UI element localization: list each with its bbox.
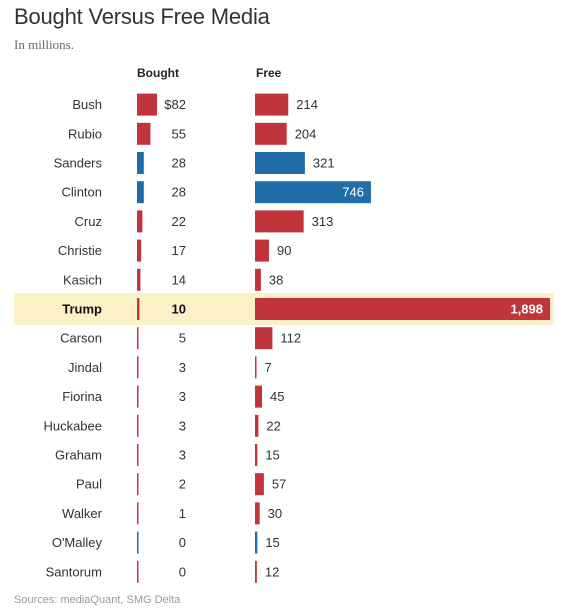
free-bar-graham (255, 444, 258, 466)
chart-title: Bought Versus Free Media (14, 4, 270, 29)
free-bar-jindal (255, 356, 257, 379)
bought-bar-o-malley (137, 531, 139, 554)
row-label-o-malley: O'Malley (52, 535, 103, 550)
bought-value-paul: 2 (179, 477, 186, 492)
free-value-graham: 15 (265, 448, 279, 463)
free-bar-kasich (255, 268, 261, 291)
free-bar-santorum (255, 560, 257, 583)
bought-bar-graham (137, 444, 139, 466)
bought-bar-huckabee (137, 414, 139, 437)
row-label-sanders: Sanders (54, 156, 103, 171)
bought-value-santorum: 0 (179, 564, 186, 579)
free-bar-fiorina (255, 385, 262, 408)
bought-value-trump: 10 (172, 302, 186, 317)
row-label-cruz: Cruz (75, 214, 102, 229)
free-bar-clinton (255, 181, 371, 204)
free-value-cruz: 313 (312, 214, 334, 229)
bought-bar-carson (137, 327, 139, 350)
row-label-huckabee: Huckabee (43, 418, 102, 433)
bought-bar-cruz (137, 210, 143, 233)
free-bar-rubio (255, 122, 287, 145)
row-label-trump: Trump (62, 302, 102, 317)
free-column-header: Free (256, 66, 282, 80)
bought-bar-trump (137, 298, 140, 320)
bought-value-kasich: 14 (172, 272, 186, 287)
free-value-jindal: 7 (265, 360, 272, 375)
bought-value-carson: 5 (179, 331, 186, 346)
bought-bar-bush (137, 93, 157, 116)
bought-value-walker: 1 (179, 506, 186, 521)
free-bar-carson (255, 327, 273, 350)
bought-bar-walker (137, 502, 139, 525)
free-bar-sanders (255, 152, 305, 174)
free-bar-christie (255, 239, 269, 262)
bought-value-bush: $82 (164, 97, 186, 112)
bought-value-o-malley: 0 (179, 535, 186, 550)
free-value-sanders: 321 (313, 156, 335, 171)
bought-bar-sanders (137, 152, 144, 174)
bought-bar-santorum (137, 560, 139, 583)
row-label-graham: Graham (55, 448, 102, 463)
row-label-kasich: Kasich (63, 272, 102, 287)
chart-subtitle: In millions. (14, 37, 74, 52)
bought-bar-clinton (137, 181, 144, 204)
free-value-christie: 90 (277, 243, 291, 258)
free-value-o-malley: 15 (265, 535, 279, 550)
free-value-rubio: 204 (295, 126, 317, 141)
free-bar-walker (255, 502, 260, 525)
source-note: Sources: mediaQuant, SMG Delta (14, 594, 181, 606)
free-value-santorum: 12 (265, 564, 279, 579)
bought-value-huckabee: 3 (179, 418, 186, 433)
bought-value-christie: 17 (172, 243, 186, 258)
row-label-rubio: Rubio (68, 126, 102, 141)
free-value-paul: 57 (272, 477, 286, 492)
free-value-huckabee: 22 (266, 418, 280, 433)
bought-bar-fiorina (137, 385, 139, 408)
row-label-walker: Walker (62, 506, 103, 521)
bought-bar-kasich (137, 268, 141, 291)
free-bar-huckabee (255, 414, 259, 437)
row-label-carson: Carson (60, 331, 102, 346)
free-bar-paul (255, 473, 264, 496)
row-label-bush: Bush (72, 97, 102, 112)
bought-value-graham: 3 (179, 448, 186, 463)
bought-value-fiorina: 3 (179, 389, 186, 404)
free-bar-trump (255, 298, 550, 320)
row-label-fiorina: Fiorina (62, 389, 103, 404)
row-label-santorum: Santorum (46, 564, 102, 579)
bought-bar-rubio (137, 122, 151, 145)
bought-value-jindal: 3 (179, 360, 186, 375)
free-value-walker: 30 (268, 506, 282, 521)
free-value-kasich: 38 (269, 272, 283, 287)
free-value-bush: 214 (296, 97, 318, 112)
free-value-trump: 1,898 (510, 302, 543, 317)
bought-bar-christie (137, 239, 142, 262)
bought-value-clinton: 28 (172, 185, 186, 200)
bought-value-sanders: 28 (172, 156, 186, 171)
bought-value-rubio: 55 (172, 126, 186, 141)
bought-bar-paul (137, 473, 139, 496)
free-value-carson: 112 (280, 331, 301, 346)
row-label-jindal: Jindal (68, 360, 102, 375)
bought-bar-jindal (137, 356, 139, 379)
free-value-fiorina: 45 (270, 389, 284, 404)
free-value-clinton: 746 (342, 185, 364, 200)
bought-value-cruz: 22 (172, 214, 186, 229)
free-bar-bush (255, 93, 289, 116)
free-bar-cruz (255, 210, 304, 233)
row-label-paul: Paul (76, 477, 102, 492)
free-bar-o-malley (255, 531, 258, 554)
bought-column-header: Bought (137, 66, 179, 80)
row-label-clinton: Clinton (62, 185, 102, 200)
row-label-christie: Christie (58, 243, 102, 258)
